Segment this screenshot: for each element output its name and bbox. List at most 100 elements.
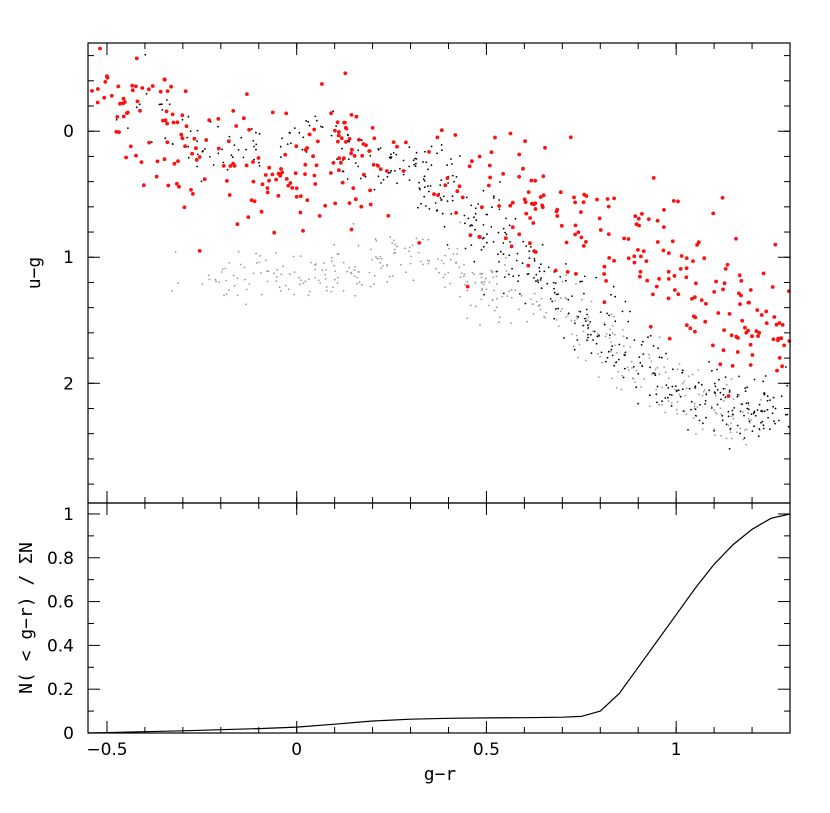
scatter-point [763,392,766,394]
scatter-point [747,408,750,411]
scatter-point [414,157,416,160]
scatter-point [479,272,481,275]
scatter-point [426,259,429,262]
scatter-point [769,399,771,401]
scatter-point [418,181,420,184]
scatter-point [438,271,440,274]
scatter-point [736,393,739,396]
scatter-point [533,277,535,279]
scatter-point [716,368,718,371]
scatter-point [654,368,657,371]
scatter-point [618,343,621,346]
scatter-point [754,329,759,333]
scatter-point [342,120,346,125]
scatter-point [141,183,146,188]
scatter-point [756,334,760,338]
scatter-point [321,126,324,129]
scatter-point [415,158,418,160]
scatter-point [342,261,345,264]
scatter-point [549,298,552,300]
scatter-point [237,149,240,151]
scatter-point [699,403,701,406]
scatter-point [480,298,483,301]
scatter-point [444,273,446,276]
scatter-point [466,281,469,283]
scatter-point [573,232,577,237]
scatter-point [465,284,470,289]
scatter-point [121,96,126,101]
scatter-point [703,389,706,391]
scatter-point [645,278,650,283]
scatter-point [496,283,498,286]
scatter-point [498,321,500,324]
scatter-point [321,269,324,272]
scatter-point [299,283,301,286]
scatter-point [574,322,576,325]
scatter-point [759,313,764,317]
scatter-point [739,403,742,405]
scatter-point [639,254,643,259]
scatter-point [483,236,485,239]
y-tick-label: 0.4 [47,636,74,656]
scatter-point [166,183,171,188]
scatter-point [784,413,787,416]
scatter-point [540,287,543,290]
scatter-point [678,363,681,365]
scatter-point [392,252,395,254]
scatter-point [637,372,640,375]
scatter-point [336,282,339,284]
scatter-point [305,198,310,203]
scatter-point [613,315,615,318]
scatter-point [538,304,541,306]
scatter-point [451,174,454,177]
scatter-point [495,275,498,278]
scatter-point [183,144,188,149]
scatter-point [593,330,596,333]
scatter-point [130,83,135,88]
scatter-point [611,345,613,347]
scatter-point [342,156,346,161]
scatter-point [694,414,697,417]
scatter-point [281,137,283,140]
scatter-point [561,307,564,310]
scatter-point [525,245,528,247]
scatter-point [771,337,776,342]
scatter-point [543,315,545,318]
x-tick-label: 1 [671,740,682,760]
scatter-point [342,289,345,292]
scatter-point [455,176,458,178]
scatter-point [592,339,594,341]
bottom-panel: −0.5 0 0.5 1 0 0.2 0.4 0.6 0.8 1 g−r N( < g−r) / … [16,502,791,785]
scatter-point [501,295,504,298]
scatter-point [501,172,505,176]
scatter-point [615,386,618,389]
scatter-point [424,205,427,207]
scatter-point [304,280,307,283]
scatter-point [480,272,483,275]
scatter-point [359,177,362,180]
scatter-point [516,252,519,255]
scatter-point [451,195,454,198]
scatter-point [352,223,355,225]
scatter-point [608,337,611,339]
scatter-point [721,414,724,417]
scatter-point [267,178,271,183]
scatter-point [704,301,708,306]
scatter-point [180,113,185,118]
scatter-point [138,108,142,113]
scatter-point [635,386,638,389]
scatter-point [444,254,446,257]
scatter-point [449,282,452,285]
scatter-point [632,365,635,368]
scatter-point [610,341,613,343]
scatter-point [247,127,252,132]
scatter-point [613,333,616,336]
scatter-point [595,276,598,279]
scatter-point [118,101,122,106]
scatter-point [774,407,777,410]
scatter-point [642,353,645,355]
scatter-point [231,156,234,159]
scatter-point [528,241,532,246]
scatter-point [701,428,704,431]
scatter-point [466,289,469,292]
